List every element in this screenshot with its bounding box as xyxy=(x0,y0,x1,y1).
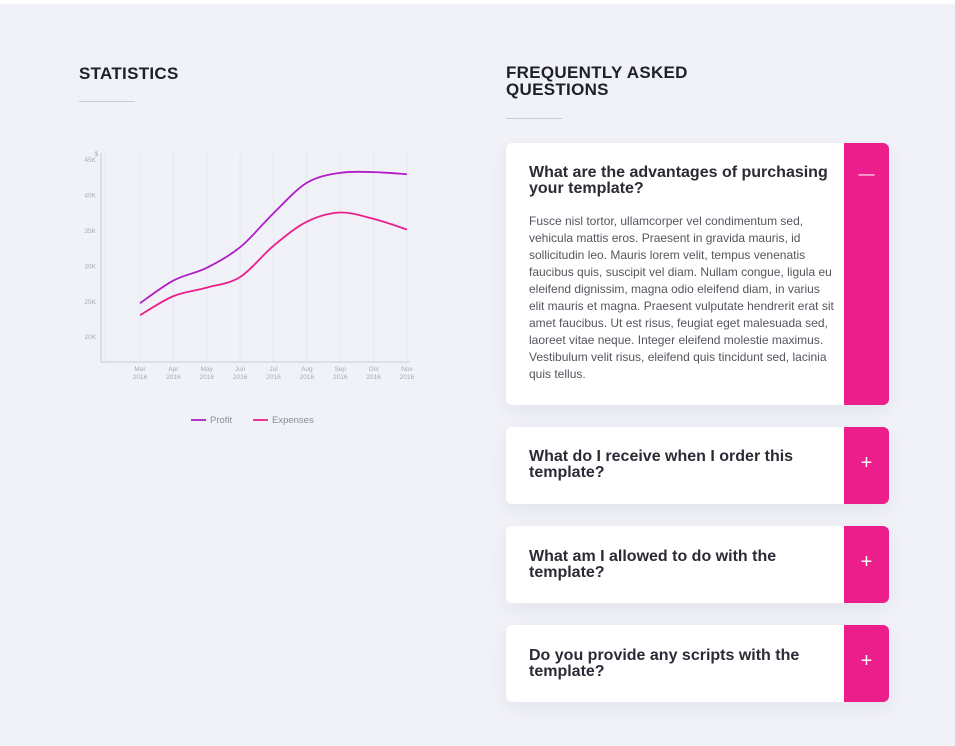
plus-icon: + xyxy=(860,452,873,474)
x-tick-label: Oct xyxy=(369,366,379,373)
chart-axes xyxy=(100,153,410,363)
series-line-expenses xyxy=(139,211,408,317)
top-bar xyxy=(0,0,955,4)
statistics-heading: STATISTICS xyxy=(79,64,179,83)
chart-y-ticks: $20K 25K 30K 35K 40K 45K xyxy=(84,151,98,341)
y-tick-label: 35K xyxy=(84,228,96,235)
series-line-profit xyxy=(139,170,408,304)
y-tick-label: 25K xyxy=(84,299,96,306)
x-tick-label: 2016 xyxy=(333,374,348,381)
faq-question[interactable]: What do I receive when I order this temp… xyxy=(529,448,794,481)
collapse-toggle-button[interactable]: — xyxy=(844,143,889,405)
x-tick-label: Jun xyxy=(235,366,246,373)
faq-heading: FREQUENTLY ASKED QUESTIONS xyxy=(506,63,688,99)
x-tick-label: May xyxy=(201,366,214,373)
expand-toggle-button[interactable]: + xyxy=(844,526,889,603)
faq-question[interactable]: Do you provide any scripts with the temp… xyxy=(529,647,800,680)
x-tick-label: Nov xyxy=(401,366,413,373)
x-tick-label: 2016 xyxy=(300,374,315,381)
x-tick-label: 2016 xyxy=(133,374,148,381)
statistics-divider xyxy=(79,101,135,102)
faq-item-allowed: What am I allowed to do with the templat… xyxy=(506,526,889,603)
plus-icon: + xyxy=(860,650,873,672)
y-tick-label: 30K xyxy=(84,263,96,270)
x-tick-label: Mar xyxy=(134,366,146,373)
y-tick-label: 45K xyxy=(84,157,96,164)
minus-icon: — xyxy=(858,166,875,183)
legend-label: Expenses xyxy=(272,415,314,426)
x-tick-label: Jul xyxy=(269,366,278,373)
x-tick-label: Apr xyxy=(168,366,179,373)
faq-item-receive: What do I receive when I order this temp… xyxy=(506,427,889,504)
plus-icon: + xyxy=(860,551,873,573)
x-tick-label: 2016 xyxy=(400,374,415,381)
y-axis-unit: $ xyxy=(94,151,98,158)
y-tick-label: 40K xyxy=(84,193,96,200)
x-tick-label: Sep xyxy=(334,366,346,373)
faq-item-scripts: Do you provide any scripts with the temp… xyxy=(506,625,889,702)
faq-item-advantages: What are the advantages of purchasing yo… xyxy=(506,143,889,405)
chart-grid xyxy=(104,153,408,362)
chart-x-ticks: Mar2016Apr2016May2016Jun2016Jul2016Aug20… xyxy=(133,366,415,381)
y-tick-label: 20K xyxy=(84,334,96,341)
x-tick-label: 2016 xyxy=(200,374,215,381)
x-tick-label: 2016 xyxy=(366,374,381,381)
x-tick-label: 2016 xyxy=(233,374,248,381)
x-tick-label: 2016 xyxy=(166,374,181,381)
x-tick-label: 2016 xyxy=(266,374,281,381)
legend-label: Profit xyxy=(210,415,233,426)
expand-toggle-button[interactable]: + xyxy=(844,427,889,504)
chart-series xyxy=(139,170,408,317)
expand-toggle-button[interactable]: + xyxy=(844,625,889,702)
faq-answer: Fusce nisl tortor, ullamcorper vel condi… xyxy=(529,214,834,381)
chart-legend: Profit Expenses xyxy=(191,415,314,426)
faq-question[interactable]: What are the advantages of purchasing yo… xyxy=(529,164,828,197)
faq-question[interactable]: What am I allowed to do with the templat… xyxy=(529,548,777,581)
x-tick-label: Aug xyxy=(301,366,313,373)
faq-divider xyxy=(506,118,562,119)
